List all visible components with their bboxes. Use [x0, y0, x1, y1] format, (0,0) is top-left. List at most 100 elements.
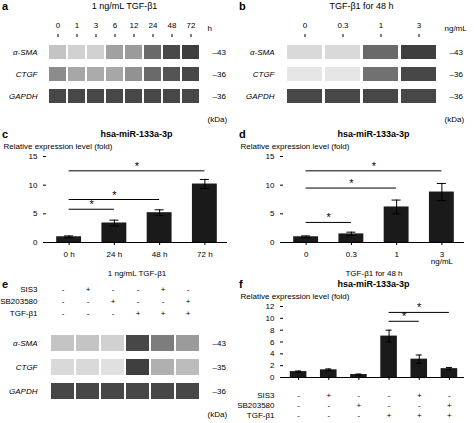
svg-text:72: 72 — [187, 21, 196, 30]
svg-text:-: - — [297, 401, 300, 410]
svg-text:TGF-β1: TGF-β1 — [247, 411, 275, 420]
svg-text:-: - — [418, 401, 421, 410]
svg-text:15: 15 — [266, 152, 275, 161]
svg-text:–36: –36 — [213, 387, 227, 396]
svg-text:CTGF: CTGF — [16, 363, 39, 372]
svg-text:0: 0 — [304, 250, 309, 259]
svg-text:10: 10 — [266, 181, 275, 190]
svg-text:-: - — [112, 285, 115, 294]
svg-text:10: 10 — [29, 181, 38, 190]
svg-text:–43: –43 — [213, 48, 227, 57]
svg-text:+: + — [387, 411, 392, 420]
svg-text:+: + — [447, 411, 452, 420]
svg-text:–43: –43 — [213, 339, 227, 348]
svg-text:α-SMA: α-SMA — [13, 339, 38, 348]
svg-text:5: 5 — [270, 209, 275, 218]
svg-text:72 h: 72 h — [197, 250, 213, 259]
svg-text:–43: –43 — [450, 48, 464, 57]
svg-text:-: - — [137, 297, 140, 306]
svg-text:GAPDH: GAPDH — [9, 387, 38, 396]
svg-text:+: + — [417, 411, 422, 420]
svg-text:24: 24 — [149, 21, 158, 30]
svg-text:Relative expression level (fol: Relative expression level (fold) — [241, 142, 350, 151]
svg-text:-: - — [137, 285, 140, 294]
svg-text:0 h: 0 h — [64, 250, 75, 259]
svg-text:*: * — [135, 160, 140, 172]
svg-text:CTGF: CTGF — [253, 70, 276, 79]
svg-text:*: * — [112, 189, 117, 201]
svg-text:-: - — [388, 391, 391, 400]
svg-text:-: - — [358, 411, 361, 420]
svg-text:1: 1 — [394, 250, 399, 259]
svg-text:+: + — [326, 391, 331, 400]
svg-text:ng/mL: ng/mL — [445, 24, 468, 33]
svg-text:*: * — [402, 310, 407, 322]
svg-text:-: - — [448, 391, 451, 400]
svg-text:*: * — [349, 177, 354, 189]
svg-text:-: - — [112, 309, 115, 318]
svg-text:(kDa): (kDa) — [208, 115, 228, 124]
svg-text:+: + — [111, 297, 116, 306]
svg-text:Relative expression level (fol: Relative expression level (fold) — [241, 292, 350, 301]
svg-text:*: * — [327, 211, 332, 223]
svg-text:-: - — [62, 297, 65, 306]
svg-text:*: * — [372, 160, 377, 172]
svg-text:0.3: 0.3 — [346, 250, 358, 259]
svg-text:(kDa): (kDa) — [445, 115, 465, 124]
svg-text:(kDa): (kDa) — [208, 410, 228, 419]
svg-text:+: + — [357, 401, 362, 410]
svg-text:SIS3: SIS3 — [257, 391, 275, 400]
svg-text:0: 0 — [303, 21, 308, 30]
svg-text:0.3: 0.3 — [337, 21, 349, 30]
svg-text:2: 2 — [270, 361, 275, 370]
svg-text:0: 0 — [270, 373, 275, 382]
svg-text:+: + — [136, 309, 141, 318]
svg-text:-: - — [187, 285, 190, 294]
svg-text:0: 0 — [33, 238, 38, 247]
svg-text:6: 6 — [270, 338, 275, 347]
svg-text:–36: –36 — [213, 92, 227, 101]
svg-text:0: 0 — [56, 21, 61, 30]
svg-text:48: 48 — [168, 21, 177, 30]
svg-text:-: - — [388, 401, 391, 410]
svg-text:+: + — [161, 309, 166, 318]
svg-text:SIS3: SIS3 — [20, 285, 38, 294]
svg-text:*: * — [90, 198, 95, 210]
svg-text:+: + — [161, 285, 166, 294]
svg-text:3: 3 — [94, 21, 99, 30]
svg-text:1 ng/mL TGF-β1: 1 ng/mL TGF-β1 — [108, 269, 167, 278]
svg-text:24 h: 24 h — [107, 250, 123, 259]
svg-text:-: - — [62, 309, 65, 318]
svg-text:+: + — [447, 401, 452, 410]
svg-text:+: + — [86, 285, 91, 294]
svg-text:1: 1 — [379, 21, 384, 30]
svg-text:+: + — [186, 297, 191, 306]
svg-text:α-SMA: α-SMA — [250, 48, 275, 57]
svg-text:SB203580: SB203580 — [0, 297, 38, 306]
svg-text:+: + — [417, 391, 422, 400]
svg-text:-: - — [297, 411, 300, 420]
svg-text:–36: –36 — [450, 92, 464, 101]
svg-text:3: 3 — [417, 21, 422, 30]
svg-text:-: - — [162, 297, 165, 306]
svg-text:GAPDH: GAPDH — [246, 92, 275, 101]
svg-text:-: - — [327, 411, 330, 420]
svg-text:12: 12 — [130, 21, 139, 30]
svg-text:-: - — [327, 401, 330, 410]
svg-text:48 h: 48 h — [152, 250, 168, 259]
svg-text:4: 4 — [270, 349, 275, 358]
svg-text:Relative expression level (fol: Relative expression level (fold) — [4, 142, 113, 151]
svg-text:α-SMA: α-SMA — [13, 48, 38, 57]
svg-text:-: - — [62, 285, 65, 294]
svg-text:8: 8 — [270, 326, 275, 335]
svg-text:–35: –35 — [213, 363, 227, 372]
svg-text:h: h — [208, 24, 212, 33]
svg-text:ng/mL: ng/mL — [431, 257, 454, 266]
svg-text:TGF-β1 for 48 h: TGF-β1 for 48 h — [345, 269, 402, 278]
svg-text:GAPDH: GAPDH — [9, 92, 38, 101]
svg-text:–36: –36 — [213, 70, 227, 79]
svg-text:0: 0 — [270, 238, 275, 247]
svg-text:–36: –36 — [450, 70, 464, 79]
svg-text:-: - — [358, 391, 361, 400]
svg-text:TGF-β1: TGF-β1 — [10, 309, 38, 318]
